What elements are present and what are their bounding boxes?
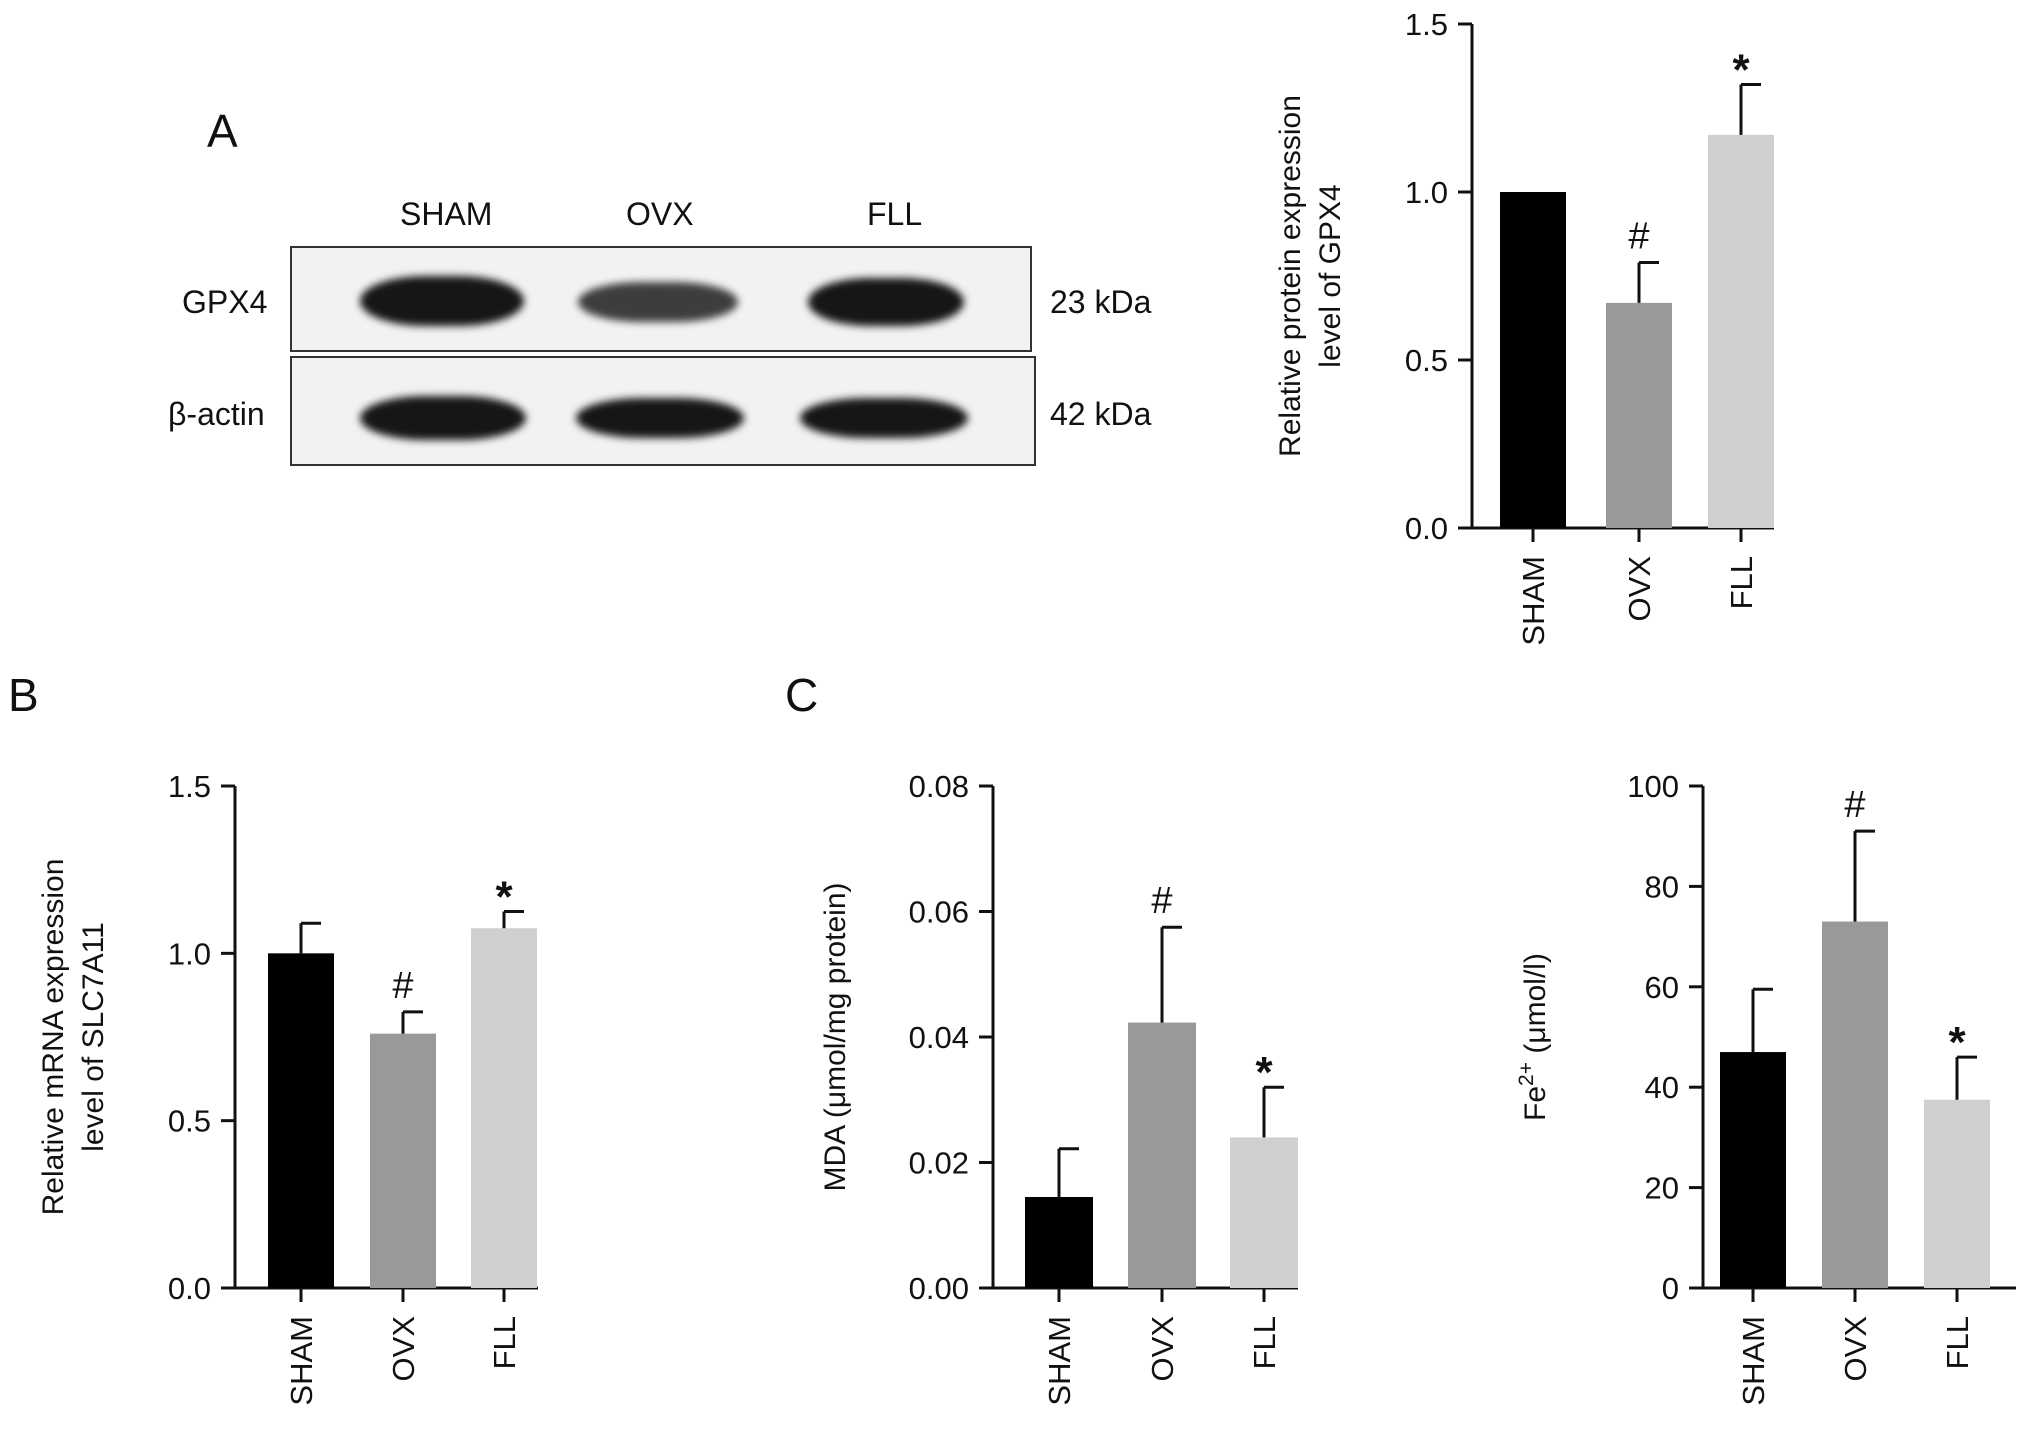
y-axis-title: level of SLC7A11: [77, 922, 110, 1152]
y-tick-label: 1.0: [1405, 175, 1448, 210]
band-beta-actin-ovx: [576, 398, 744, 438]
y-tick-label: 40: [1645, 1070, 1679, 1105]
x-tick-label-sham: SHAM: [1516, 556, 1551, 646]
lane-label-sham: SHAM: [400, 196, 493, 232]
band-beta-actin-fll: [800, 398, 968, 438]
y-tick-label: 0.0: [1405, 511, 1448, 546]
y-axis-title-base: Fe: [1519, 1086, 1552, 1121]
significance-star: *: [1255, 1048, 1273, 1097]
significance-hash: #: [1844, 784, 1865, 826]
y-axis-title: MDA (μmol/mg protein): [819, 882, 852, 1191]
y-tick-label: 0.06: [909, 895, 969, 930]
chart-gpx4: 0.0 0.5 1.0 1.5 SHAM # OVX * FLL Relative protein…: [1274, 7, 1774, 646]
x-tick-label-sham: SHAM: [1042, 1316, 1077, 1406]
bar-sham: [1500, 192, 1566, 528]
significance-star: *: [1948, 1018, 1966, 1067]
y-tick-label: 1.5: [1405, 7, 1448, 42]
y-tick-label: 1.5: [168, 769, 211, 804]
panel-label-b: B: [8, 669, 39, 721]
significance-hash: #: [1628, 216, 1649, 258]
y-tick-label: 20: [1645, 1171, 1679, 1206]
lane-label-ovx: OVX: [626, 196, 694, 232]
x-tick-label-fll: FLL: [487, 1316, 522, 1369]
y-tick-label: 100: [1627, 769, 1679, 804]
bar-fll: [1230, 1137, 1298, 1288]
y-tick-label: 0.08: [909, 769, 969, 804]
y-tick-label: 0.5: [168, 1104, 211, 1139]
bar-ovx: [1128, 1022, 1196, 1288]
bar-ovx: [1822, 921, 1888, 1288]
bar-fll: [471, 928, 537, 1288]
bar-ovx: [370, 1033, 436, 1288]
y-axis-title-unit: (μmol/l): [1519, 953, 1552, 1062]
blot-row-beta-actin: [290, 356, 1036, 466]
x-tick-label-ovx: OVX: [386, 1316, 421, 1382]
chart-fe: 0 20 40 60 80 100 SHAM # OVX * FLL Fe2+ (μmol/l): [1515, 769, 2016, 1406]
chart-slc7a11: 0.0 0.5 1.0 1.5 SHAM # OVX * FLL Relative mRNA ex…: [37, 769, 538, 1406]
y-tick-label: 0.00: [909, 1271, 969, 1306]
y-tick-label: 0: [1662, 1271, 1679, 1306]
x-tick-label-sham: SHAM: [284, 1316, 319, 1406]
significance-hash: #: [1151, 880, 1172, 922]
x-tick-label-fll: FLL: [1724, 556, 1759, 609]
size-label-gpx4: 23 kDa: [1050, 284, 1152, 320]
y-axis-title: Relative mRNA expression: [37, 859, 70, 1216]
y-axis-title-superscript: 2+: [1515, 1062, 1538, 1086]
y-axis-title: Relative protein expression: [1274, 95, 1307, 457]
panel-label-c: C: [785, 669, 819, 721]
y-tick-label: 0.04: [909, 1020, 969, 1055]
y-axis-title: Fe2+ (μmol/l): [1515, 953, 1552, 1121]
y-tick-label: 0.02: [909, 1146, 969, 1181]
significance-star: *: [495, 873, 513, 922]
y-tick-label: 0.0: [168, 1271, 211, 1306]
x-tick-label-sham: SHAM: [1736, 1316, 1771, 1406]
lane-label-fll: FLL: [867, 196, 923, 232]
chart-mda: 0.00 0.02 0.04 0.06 0.08 SHAM # OVX * FLL MDA (μmo…: [819, 769, 1298, 1406]
band-gpx4-sham: [360, 276, 524, 326]
panel-label-a: A: [207, 105, 238, 157]
bar-sham: [268, 953, 334, 1288]
x-tick-label-ovx: OVX: [1838, 1316, 1873, 1382]
bar-ovx: [1606, 302, 1672, 528]
bar-sham: [1025, 1197, 1093, 1288]
bar-sham: [1720, 1052, 1786, 1288]
protein-label-gpx4: GPX4: [182, 284, 268, 320]
significance-hash: #: [392, 965, 413, 1007]
bar-fll: [1924, 1099, 1990, 1288]
bar-fll: [1708, 134, 1774, 528]
x-tick-label-ovx: OVX: [1622, 556, 1657, 622]
x-tick-label-fll: FLL: [1247, 1316, 1282, 1369]
y-tick-label: 80: [1645, 869, 1679, 904]
significance-star: *: [1732, 45, 1750, 94]
protein-label-beta-actin: β-actin: [168, 396, 265, 432]
y-tick-label: 1.0: [168, 936, 211, 971]
band-beta-actin-sham: [360, 396, 526, 440]
band-gpx4-ovx: [578, 282, 738, 322]
y-tick-label: 60: [1645, 970, 1679, 1005]
x-tick-label-fll: FLL: [1940, 1316, 1975, 1369]
x-tick-label-ovx: OVX: [1145, 1316, 1180, 1382]
size-label-beta-actin: 42 kDa: [1050, 396, 1152, 432]
band-gpx4-fll: [808, 278, 964, 326]
blot-row-gpx4: [290, 246, 1032, 352]
y-axis-title: level of GPX4: [1314, 184, 1347, 367]
y-tick-label: 0.5: [1405, 343, 1448, 378]
